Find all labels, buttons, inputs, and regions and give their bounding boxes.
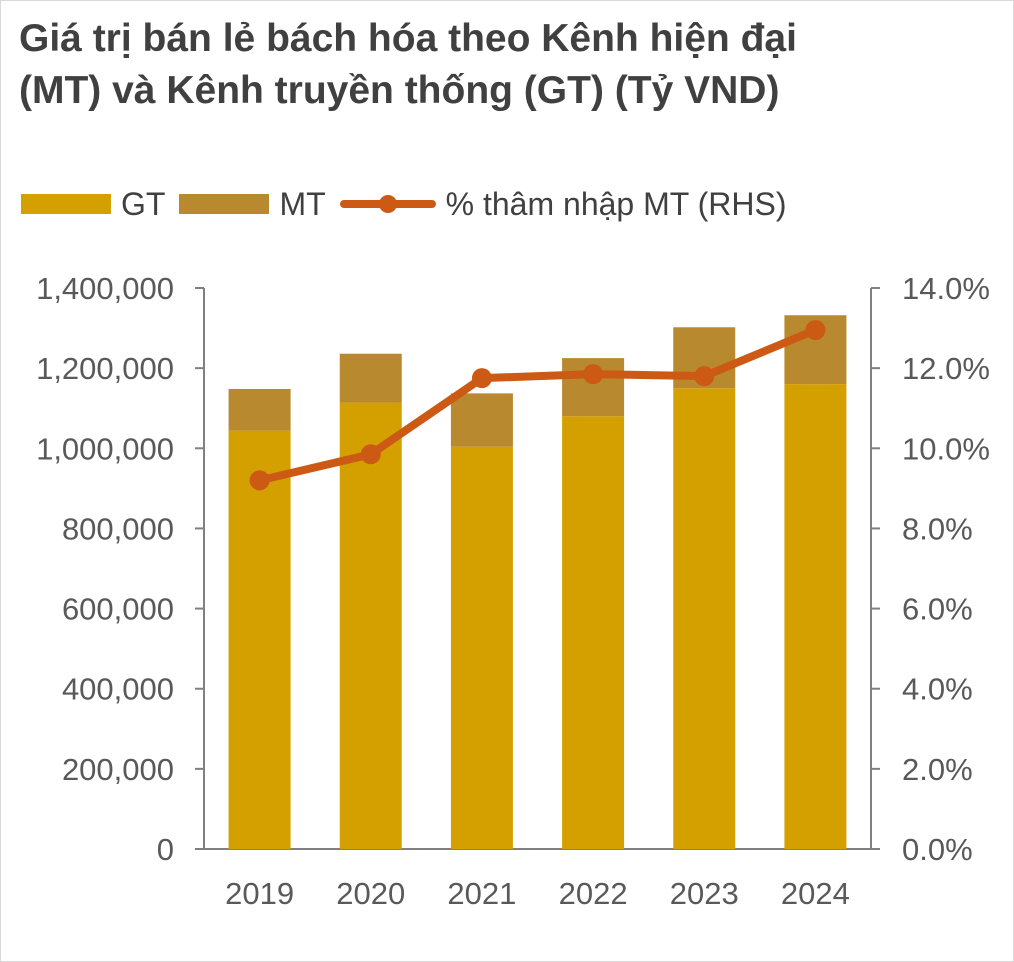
legend-swatch-gt — [21, 194, 111, 214]
legend-label-gt: GT — [121, 185, 166, 222]
bar-gt-2020 — [339, 402, 402, 849]
bar-gt-2021 — [450, 446, 513, 849]
bar-gt-2023 — [673, 388, 736, 849]
left-axis-tick-label: 1,200,000 — [36, 351, 174, 386]
x-axis-tick-label: 2019 — [225, 876, 294, 911]
left-axis-tick-label: 800,000 — [62, 511, 174, 546]
x-axis-tick-label: 2023 — [670, 876, 739, 911]
right-axis-tick-label: 2.0% — [902, 752, 973, 787]
penetration-point-2023 — [694, 366, 715, 387]
chart-title: Giá trị bán lẻ bách hóa theo Kênh hiện đ… — [19, 17, 797, 112]
penetration-point-2019 — [249, 470, 270, 491]
left-axis-tick-label: 0 — [157, 832, 174, 867]
bar-gt-2019 — [228, 430, 291, 849]
bar-gt-2024 — [784, 384, 847, 849]
penetration-point-2022 — [583, 364, 604, 385]
left-axis-tick-label: 1,000,000 — [36, 431, 174, 466]
legend-item-mt: MT — [179, 185, 326, 223]
penetration-line — [255, 326, 820, 485]
left-axis-tick-label: 400,000 — [62, 672, 174, 707]
legend: GT MT % thâm nhập MT (RHS) — [21, 179, 800, 229]
bar-mt-2021 — [450, 393, 513, 447]
bar-gt-2022 — [562, 416, 625, 849]
right-axis-tick-label: 14.0% — [902, 271, 990, 306]
left-axis-tick-label: 600,000 — [62, 592, 174, 627]
right-axis-tick-label: 12.0% — [902, 351, 990, 386]
legend-label-mt: MT — [279, 185, 326, 222]
left-axis-tick-label: 1,400,000 — [36, 271, 174, 306]
x-axis-tick-label: 2024 — [781, 876, 850, 911]
right-axis-tick-label: 8.0% — [902, 511, 973, 546]
legend-swatch-mt — [179, 194, 270, 214]
x-axis-tick-label: 2021 — [447, 876, 516, 911]
bar-mt-2020 — [339, 353, 402, 403]
legend-item-gt: GT — [21, 186, 165, 223]
right-axis-tick-label: 0.0% — [902, 832, 973, 867]
legend-swatch-penetration — [339, 195, 436, 213]
bar-mt-2019 — [228, 388, 291, 431]
penetration-point-2024 — [805, 320, 826, 341]
left-axis-tick-label: 200,000 — [62, 752, 174, 787]
right-axis-tick-label: 4.0% — [902, 672, 973, 707]
x-axis-tick-label: 2020 — [336, 876, 405, 911]
legend-label-penetration: % thâm nhập MT (RHS) — [445, 185, 787, 222]
right-axis-tick-label: 10.0% — [902, 431, 990, 466]
right-axis-tick-label: 6.0% — [902, 592, 973, 627]
penetration-point-2021 — [471, 368, 492, 389]
legend-item-penetration: % thâm nhập MT (RHS) — [339, 185, 787, 223]
x-axis-tick-label: 2022 — [559, 876, 628, 911]
penetration-point-2020 — [360, 444, 381, 465]
